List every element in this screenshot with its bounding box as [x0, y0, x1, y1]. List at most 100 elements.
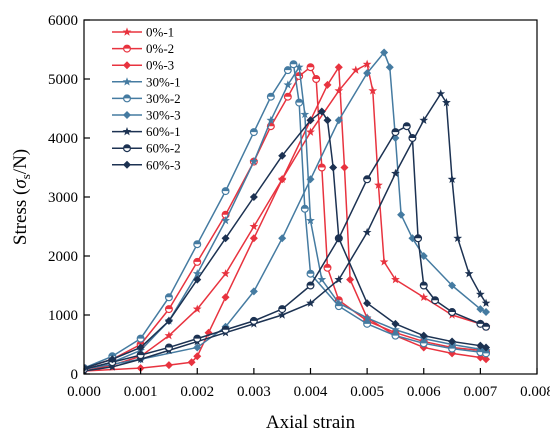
data-point-60%-2-13: [408, 134, 417, 143]
data-point-0%-3-19: [482, 355, 491, 364]
data-point-30%-3-8: [363, 69, 372, 78]
data-point-60%-1-14: [442, 98, 451, 107]
data-point-60%-3-7: [278, 151, 287, 160]
data-point-30%-2-2: [136, 334, 145, 343]
data-point-30%-2-17: [448, 344, 457, 353]
data-point-60%-3-18: [482, 343, 491, 352]
data-point-0%-3-10: [323, 80, 332, 89]
data-point-0%-1-4: [192, 304, 202, 313]
legend-marker-60%-1: [122, 127, 132, 136]
x-tick-label: 0.004: [294, 384, 328, 400]
data-point-60%-2-5: [221, 325, 230, 334]
data-point-0%-3-12: [340, 163, 349, 172]
x-tick-label: 0.000: [67, 384, 101, 400]
data-point-30%-2-8: [283, 66, 292, 75]
data-point-60%-1-11: [391, 168, 400, 178]
data-point-60%-2-14: [414, 234, 423, 243]
data-point-60%-3-13: [363, 299, 372, 308]
data-point-60%-3-8: [306, 116, 315, 125]
data-point-30%-2-5: [221, 187, 230, 196]
data-point-30%-1-11: [306, 216, 315, 225]
legend-label: 0%-2: [146, 41, 174, 56]
data-point-0%-1-16: [419, 292, 429, 302]
data-point-60%-1-8: [306, 298, 315, 307]
data-point-60%-3-5: [221, 234, 230, 243]
series-line-30%-3: [84, 51, 487, 371]
data-point-0%-2-13: [323, 263, 332, 272]
data-point-30%-3-4: [249, 287, 258, 296]
data-point-30%-3-13: [408, 234, 417, 243]
legend-label: 30%-2: [146, 91, 181, 106]
data-point-30%-2-13: [334, 302, 343, 311]
x-axis-title: Axial strain: [266, 412, 356, 433]
data-point-60%-3-10: [323, 116, 332, 125]
series-layer: [84, 48, 491, 374]
y-tick-label: 1000: [48, 308, 78, 324]
series-line-0%-3: [84, 66, 487, 372]
data-point-30%-3-14: [419, 252, 428, 260]
data-point-60%-2-7: [278, 305, 287, 314]
y-tick-label: 2000: [48, 249, 78, 265]
data-point-30%-3-5: [278, 234, 287, 243]
x-tick-label: 0.008: [520, 384, 550, 400]
legend-item-0%-3: 0%-3: [112, 58, 174, 73]
data-point-30%-3-16: [476, 305, 485, 314]
series-0%-1: [84, 59, 491, 374]
legend-marker-60%-2: [122, 144, 131, 153]
data-point-30%-2-6: [249, 128, 258, 137]
series-line-30%-2: [84, 63, 487, 369]
series-60%-3: [84, 107, 491, 373]
data-point-0%-3-6: [221, 293, 230, 302]
legend-item-0%-2: 0%-2: [112, 41, 174, 56]
data-point-60%-1-1: [107, 362, 117, 371]
y-tick-label: 6000: [48, 13, 78, 29]
x-tick-label: 0.005: [350, 384, 384, 400]
y-tick-label: 5000: [48, 72, 78, 88]
data-point-0%-3-13: [346, 275, 355, 284]
data-point-0%-1-15: [391, 275, 400, 284]
data-point-60%-2-16: [431, 296, 440, 305]
data-point-0%-3-8: [278, 175, 287, 184]
data-point-0%-3-2: [164, 361, 173, 370]
data-point-30%-1-5: [221, 216, 230, 225]
data-point-0%-3-11: [334, 63, 343, 72]
legend-marker-0%-3: [123, 61, 131, 70]
y-title-suffix: /N): [10, 149, 31, 174]
data-point-60%-1-9: [334, 275, 344, 284]
data-point-60%-3-12: [334, 234, 343, 243]
data-point-30%-2-16: [419, 339, 428, 348]
data-point-30%-1-8: [283, 80, 293, 89]
data-point-0%-1-6: [249, 221, 259, 231]
data-point-60%-3-15: [419, 331, 428, 340]
data-point-60%-3-3: [164, 316, 173, 325]
data-point-30%-1-15: [391, 325, 400, 334]
data-point-60%-1-18: [476, 289, 485, 299]
series-line-0%-1: [84, 63, 487, 372]
data-point-60%-3-2: [136, 343, 145, 352]
data-point-0%-2-10: [306, 63, 315, 72]
legend-label: 30%-3: [146, 108, 181, 123]
data-point-30%-3-9: [380, 48, 389, 57]
data-point-0%-1-3: [164, 331, 174, 340]
data-point-60%-1-16: [453, 233, 463, 243]
data-point-60%-3-4: [193, 275, 202, 284]
data-point-60%-3-16: [448, 337, 457, 346]
data-point-60%-1-17: [464, 269, 474, 278]
data-point-60%-3-0: [84, 364, 88, 373]
data-point-0%-2-9: [295, 72, 304, 81]
data-point-0%-3-4: [193, 352, 202, 361]
series-30%-1: [84, 62, 491, 373]
legend: 0%-10%-2 0%-330%-1 30%-2 30%-360%-1 60%-260%…: [112, 25, 181, 172]
data-point-30%-3-2: [193, 343, 202, 352]
legend-item-30%-1: 30%-1: [112, 74, 181, 89]
data-point-60%-2-8: [306, 281, 315, 290]
data-point-30%-2-4: [193, 240, 202, 249]
series-30%-2: [84, 60, 491, 373]
x-tick-label: 0.007: [464, 384, 498, 400]
axes: 0.000 0.001 0.002 0.003 0.004 0.005 0.006 0.007…: [48, 13, 550, 400]
data-point-0%-1-13: [374, 180, 383, 189]
data-point-60%-2-10: [363, 175, 372, 184]
data-point-0%-1-10: [351, 65, 361, 74]
y-title-subscript: s: [18, 174, 33, 179]
